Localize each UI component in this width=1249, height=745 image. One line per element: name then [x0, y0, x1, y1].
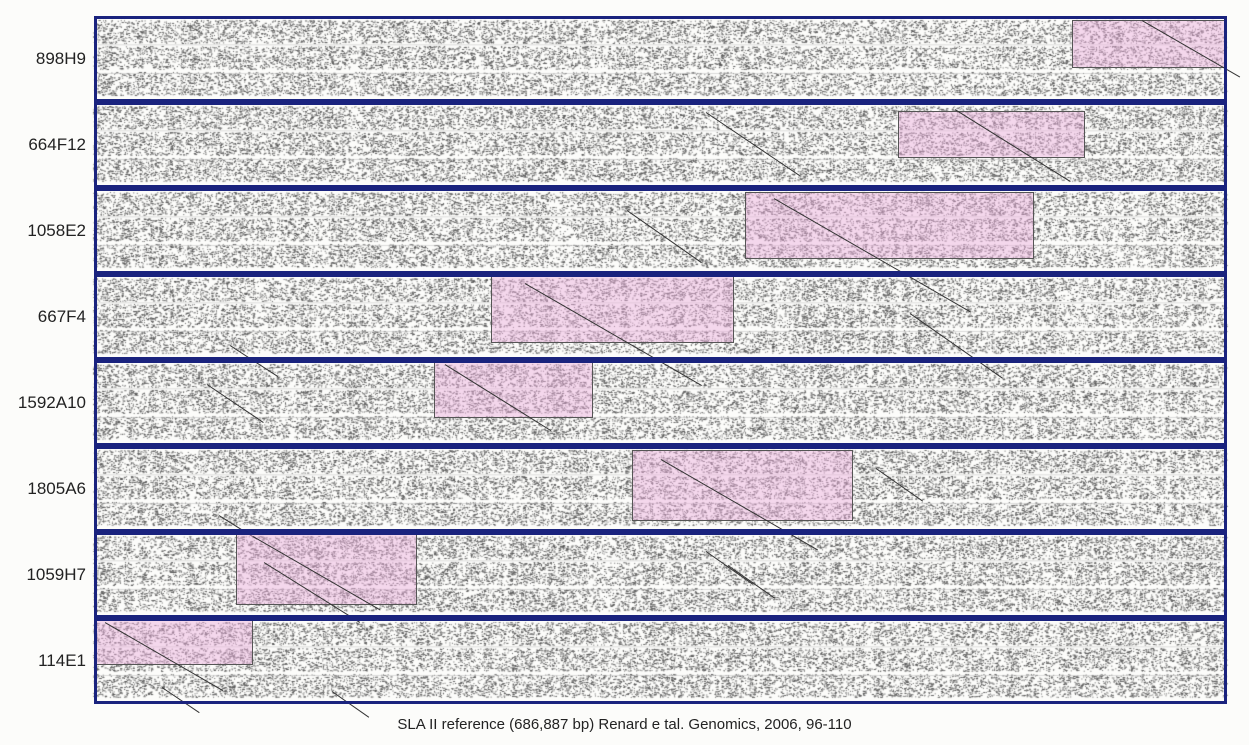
- track-label: 1058E2: [6, 221, 86, 241]
- track-panel: [94, 446, 1227, 532]
- track-label: 1805A6: [6, 479, 86, 499]
- track-label: 664F12: [6, 135, 86, 155]
- track-label: 1059H7: [6, 565, 86, 585]
- track-label: 667F4: [6, 307, 86, 327]
- track-panel: [94, 16, 1227, 102]
- track-label: 114E1: [6, 651, 86, 671]
- track-label: 1592A10: [6, 393, 86, 413]
- x-axis-caption: SLA II reference (686,887 bp) Renard e t…: [0, 716, 1249, 733]
- track-panel: [94, 532, 1227, 618]
- track-label: 898H9: [6, 49, 86, 69]
- track-panel: [94, 360, 1227, 446]
- track-panel: [94, 188, 1227, 274]
- track-panel: [94, 274, 1227, 360]
- track-panel: [94, 102, 1227, 188]
- track-panel: [94, 618, 1227, 704]
